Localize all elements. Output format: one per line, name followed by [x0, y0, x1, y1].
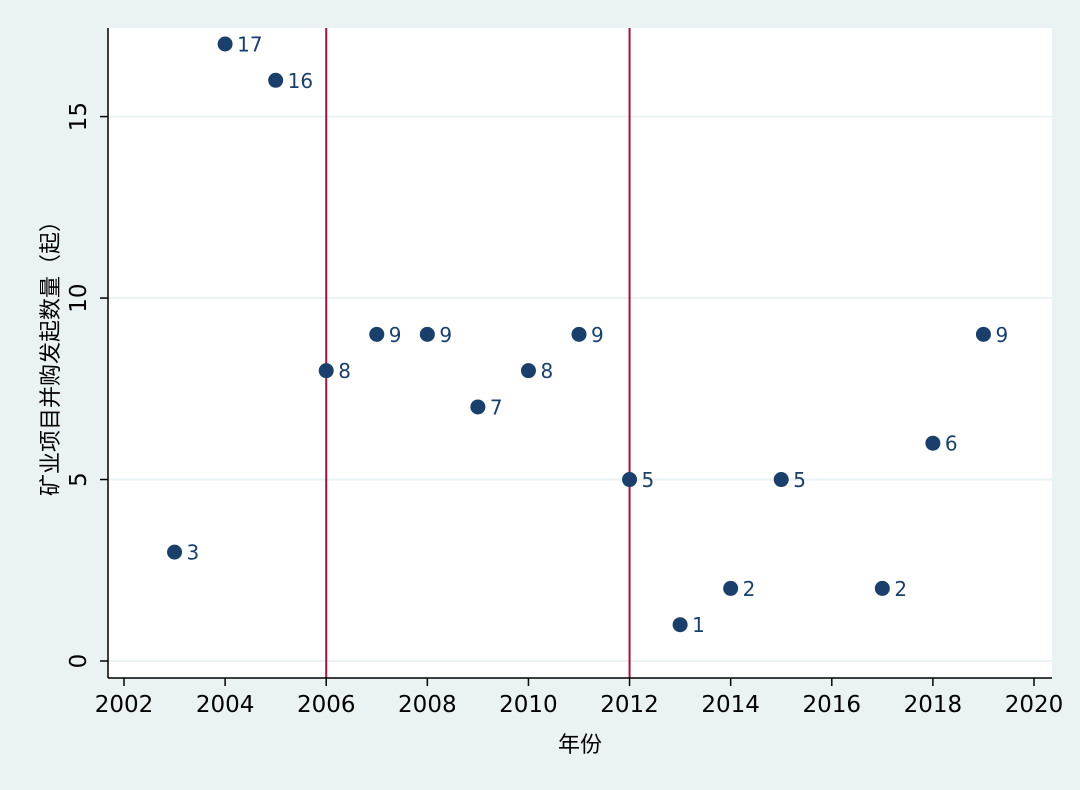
y-axis-title: 矿业项目并购发起数量（起） [39, 210, 64, 496]
x-tick-label: 2006 [297, 692, 356, 718]
x-tick-label: 2016 [803, 692, 862, 718]
data-label: 16 [288, 69, 313, 93]
data-point [874, 580, 890, 596]
data-label: 8 [338, 359, 351, 383]
data-point [925, 435, 941, 451]
data-point [369, 326, 385, 342]
data-label: 3 [187, 541, 200, 565]
data-point [470, 399, 486, 415]
y-tick-label: 10 [66, 283, 92, 312]
data-point [217, 36, 233, 52]
y-tick-label: 0 [66, 654, 92, 669]
x-tick-label: 2018 [904, 692, 963, 718]
data-point [672, 617, 688, 633]
y-tick-label: 5 [66, 472, 92, 487]
data-label: 9 [439, 323, 452, 347]
x-tick-label: 2008 [398, 692, 457, 718]
plot-area [108, 28, 1052, 678]
data-point [773, 472, 789, 488]
data-point [622, 472, 638, 488]
data-point [520, 363, 536, 379]
x-tick-label: 2014 [701, 692, 760, 718]
data-point [167, 544, 183, 560]
data-label: 2 [743, 577, 756, 601]
data-point [318, 363, 334, 379]
data-label: 9 [389, 323, 402, 347]
data-point [268, 72, 284, 88]
x-tick-label: 2020 [1005, 692, 1064, 718]
x-axis-title: 年份 [558, 733, 602, 758]
data-point [571, 326, 587, 342]
data-label: 2 [894, 577, 907, 601]
data-label: 9 [591, 323, 604, 347]
data-points: 3 17 16 8 9 9 7 8 9 5 1 2 5 2 6 9 [167, 33, 1008, 637]
data-label: 9 [995, 323, 1008, 347]
x-tick-label: 2012 [600, 692, 659, 718]
y-tick-label: 15 [66, 102, 92, 131]
data-label: 6 [945, 432, 958, 456]
data-label: 5 [793, 468, 806, 492]
x-tick-label: 2004 [196, 692, 255, 718]
axes: 2002 2004 2006 2008 2010 2012 2014 2016 2018 2020… [66, 28, 1063, 718]
data-point [723, 580, 739, 596]
data-label: 1 [692, 613, 705, 637]
reference-lines [325, 28, 631, 678]
data-label: 17 [237, 33, 262, 57]
data-label: 5 [642, 468, 655, 492]
x-tick-label: 2002 [95, 692, 154, 718]
data-label: 8 [540, 359, 553, 383]
data-point [975, 326, 991, 342]
data-label: 7 [490, 395, 503, 419]
grid-lines [108, 115, 1052, 662]
x-tick-label: 2010 [499, 692, 558, 718]
data-point [419, 326, 435, 342]
